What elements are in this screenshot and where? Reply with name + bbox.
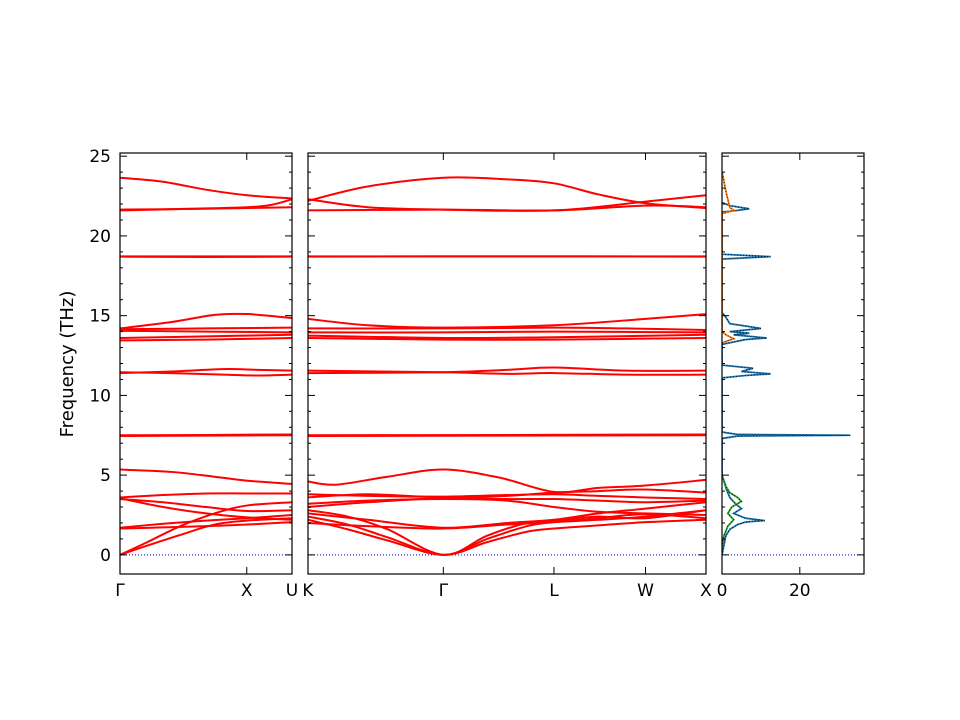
band-line-3 [120, 521, 292, 530]
y-axis-label: Frequency (THz) [57, 291, 78, 438]
band-line-8 [120, 468, 292, 485]
band-line-1 [308, 518, 706, 556]
band-line-5 [120, 498, 292, 513]
band-line-14 [120, 333, 292, 339]
dos-panel: 0 20 [717, 152, 865, 601]
band-line-14 [308, 369, 706, 376]
plot-area [120, 176, 292, 556]
band-line-24 [308, 176, 706, 210]
band-line-2 [308, 513, 706, 556]
y-tick-label: 25 [89, 147, 111, 167]
x-tick-label: K [302, 581, 314, 601]
band-line-23 [308, 204, 706, 212]
band-line-16 [120, 326, 292, 331]
x-tick-label: X [700, 581, 712, 601]
band-line-16 [308, 333, 706, 340]
dos-total-overlay-2 [722, 172, 735, 344]
band-line-10 [120, 433, 292, 437]
band-line-12 [120, 371, 292, 377]
band-line-6 [308, 498, 706, 516]
band-line-12 [308, 433, 706, 437]
plot-area [308, 176, 706, 556]
plot-area [722, 171, 864, 556]
dos-series-2 [722, 171, 736, 344]
dos-total-overlay-3 [722, 474, 743, 547]
band-line-2 [120, 501, 292, 556]
x-tick-label: Γ [115, 581, 125, 601]
x-tick-label: 0 [717, 581, 728, 601]
band-line-6 [120, 497, 292, 521]
band-line-4 [308, 509, 706, 530]
band-line-19 [308, 313, 706, 329]
y-tick-label: 20 [89, 227, 111, 247]
band-line-10 [308, 468, 706, 494]
band-line-7 [308, 497, 706, 509]
band-line-5 [308, 501, 706, 529]
x-tick-label: U [286, 581, 298, 601]
y-tick-label: 10 [89, 386, 111, 406]
band-line-7 [120, 492, 292, 499]
band-line-18 [308, 326, 706, 332]
x-tick-label: X [241, 581, 253, 601]
x-tick-label: Γ [439, 581, 449, 601]
band-line-22 [120, 176, 292, 200]
y-tick-label: 15 [89, 307, 111, 327]
dos-series-1 [722, 201, 851, 556]
band-line-17 [308, 330, 706, 334]
y-tick-label: 5 [100, 466, 111, 486]
axes-frame [307, 152, 707, 575]
x-tick-label: L [549, 581, 559, 601]
x-tick-label: 20 [789, 581, 811, 601]
band-panel-gamma-x-u: 0 5 10 15 20 25 Γ X U [89, 147, 298, 601]
band-line-1 [120, 517, 292, 556]
band-line-17 [120, 312, 292, 330]
band-line-13 [120, 336, 292, 342]
y-tick-label: 0 [100, 546, 111, 566]
band-line-15 [308, 336, 706, 341]
band-line-9 [308, 493, 706, 501]
band-line-4 [120, 514, 292, 529]
x-tick-label: W [637, 581, 654, 601]
band-line-21 [120, 206, 292, 211]
band-line-15 [120, 329, 292, 334]
axes-frame [721, 152, 865, 575]
